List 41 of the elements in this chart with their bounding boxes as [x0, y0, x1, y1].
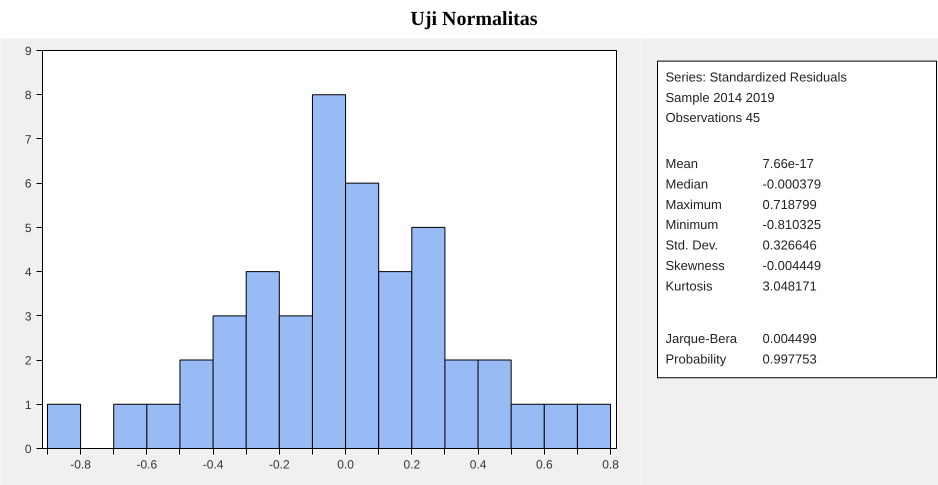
text: Sample 2014 2019	[666, 90, 775, 105]
text: Maximum	[666, 196, 722, 212]
y-tick-label: 8	[24, 88, 32, 102]
y-tick-label: 6	[24, 176, 32, 191]
text: 0.997753	[762, 351, 817, 366]
text: 0.326646	[762, 238, 817, 253]
text: Minimum	[666, 217, 718, 232]
text: Median	[666, 176, 708, 192]
chart-title: Uji Normalitas	[410, 7, 538, 32]
text: Kurtosis	[666, 278, 713, 294]
x-tick-label: 0.2	[403, 458, 420, 472]
x-tick-label: -0.6	[136, 458, 158, 472]
y-tick-label: 4	[24, 265, 32, 280]
x-tick-label: -0.8	[70, 458, 92, 472]
y-tick-label: 1	[24, 398, 32, 412]
text: Std. Dev.	[666, 238, 718, 253]
y-tick-label: 5	[24, 220, 32, 235]
text: -0.000379	[762, 176, 822, 192]
y-tick-label: 3	[24, 309, 32, 324]
text: Skewness	[666, 258, 726, 273]
text: Series: Standardized Residuals	[666, 70, 848, 85]
text: Jarque-Bera	[666, 331, 738, 346]
text: -0.810325	[762, 217, 822, 232]
x-tick-label: 0.6	[536, 458, 553, 472]
x-tick-label: 0.4	[470, 458, 487, 472]
y-tick-label: 7	[24, 132, 32, 146]
x-tick-label: 0.8	[602, 458, 620, 472]
text: Mean	[666, 156, 698, 172]
y-tick-label: 2	[24, 354, 32, 368]
y-tick-label: 9	[24, 44, 32, 58]
text: 3.048171	[762, 278, 817, 294]
y-tick-label: 0	[24, 442, 32, 456]
text: 0.004499	[762, 331, 817, 346]
text: 7.66e-17	[762, 156, 814, 172]
text: 0.718799	[762, 196, 817, 212]
text: Observations 45	[666, 110, 760, 126]
x-tick-label: -0.4	[202, 458, 224, 472]
text: Probability	[666, 351, 727, 366]
x-tick-label: -0.2	[268, 458, 290, 472]
x-tick-label: 0.0	[337, 458, 354, 472]
text: -0.004449	[762, 258, 822, 273]
